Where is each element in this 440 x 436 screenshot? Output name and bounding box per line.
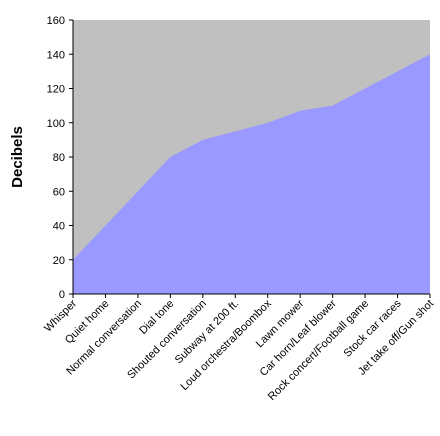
y-tick-label: 20 (53, 255, 65, 267)
y-axis-title: Decibels (9, 126, 26, 188)
y-tick-label: 0 (59, 289, 65, 301)
y-axis-ticks (69, 19, 73, 295)
y-tick-label: 100 (47, 118, 65, 130)
y-tick-label: 120 (47, 84, 65, 96)
y-tick-label: 160 (47, 15, 65, 27)
y-tick-label: 40 (53, 221, 65, 233)
x-axis-ticks (72, 294, 431, 298)
area-series (73, 54, 430, 294)
category-label: Stock car races (342, 297, 404, 359)
y-tick-label: 140 (47, 49, 65, 61)
y-tick-label: 60 (53, 186, 65, 198)
y-tick-labels: 0 20 40 60 80 100 120 140 160 (47, 15, 65, 301)
y-tick-label: 80 (53, 152, 65, 164)
